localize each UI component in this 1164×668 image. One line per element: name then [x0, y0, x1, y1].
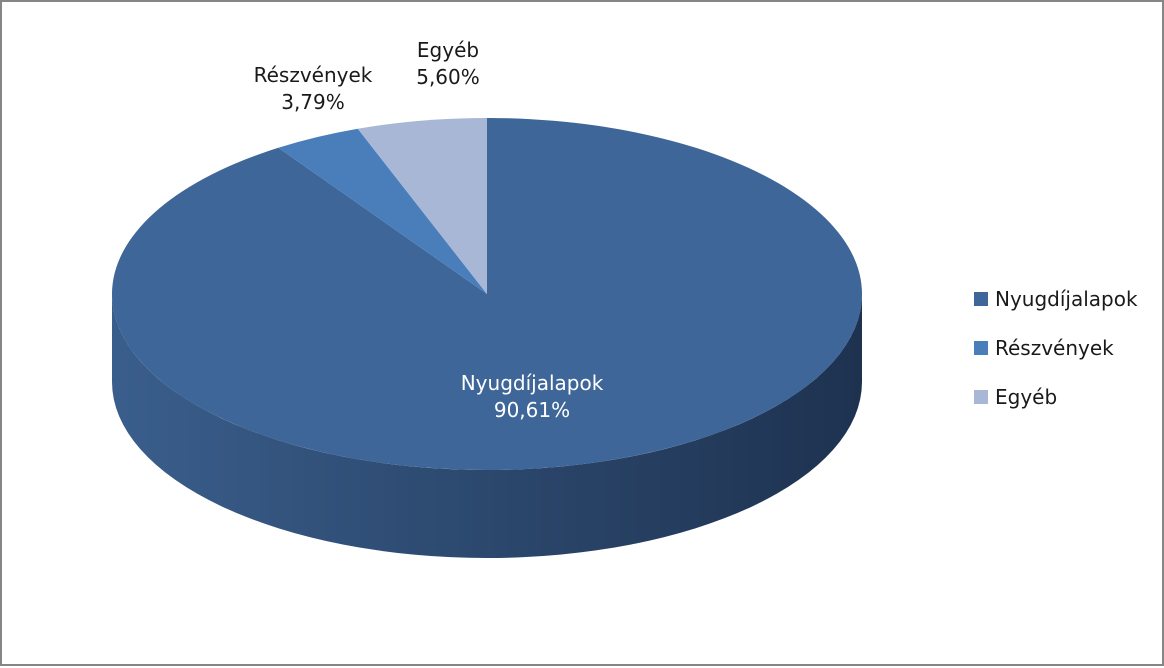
slice-label-nyugdijalapok-value: 90,61%: [493, 398, 571, 422]
slice-reszvenyek: [278, 128, 487, 294]
legend-swatch-egyeb: [974, 390, 988, 404]
slice-label-nyugdijalapok: Nyugdíjalapok 90,61%: [461, 370, 604, 424]
slice-label-reszvenyek-name: Részvények: [253, 63, 373, 87]
slice-label-reszvenyek-value: 3,79%: [281, 90, 345, 114]
legend-swatch-nyugdijalapok: [974, 292, 988, 306]
legend-label-egyeb: Egyéb: [995, 385, 1058, 409]
legend-item-nyugdijalapok: Nyugdíjalapok: [974, 285, 1138, 313]
slice-label-egyeb-value: 5,60%: [416, 65, 480, 89]
slice-nyugdijalapok: [111, 118, 862, 470]
slice-label-nyugdijalapok-name: Nyugdíjalapok: [460, 371, 604, 395]
slice-label-reszvenyek: Részvények 3,79%: [254, 62, 373, 116]
legend-label-reszvenyek: Részvények: [995, 336, 1114, 360]
legend-label-nyugdijalapok: Nyugdíjalapok: [995, 287, 1138, 311]
slice-label-egyeb-name: Egyéb: [416, 38, 480, 62]
slice-label-egyeb: Egyéb 5,60%: [416, 37, 480, 91]
legend-item-reszvenyek: Részvények: [974, 334, 1138, 362]
slice-side-nyugdijalapok: [112, 294, 862, 558]
legend: Nyugdíjalapok Részvények Egyéb: [974, 285, 1138, 432]
legend-swatch-reszvenyek: [974, 341, 988, 355]
slice-egyeb: [357, 118, 487, 294]
legend-item-egyeb: Egyéb: [974, 383, 1138, 411]
